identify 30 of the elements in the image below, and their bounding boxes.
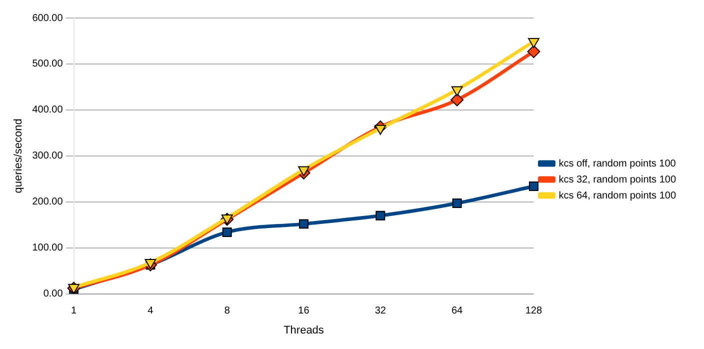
point — [528, 181, 538, 191]
x-axis-title: Threads — [284, 324, 324, 336]
point — [452, 198, 462, 208]
x-tick-label: 128 — [525, 306, 542, 317]
x-tick-label: 64 — [451, 306, 464, 317]
x-tick-label: 4 — [148, 306, 154, 317]
point — [450, 93, 464, 106]
point — [222, 227, 232, 237]
point — [528, 38, 540, 48]
point — [298, 166, 310, 176]
legend-label: kcs off, random points 100 — [558, 158, 676, 170]
legend-label: kcs 32, random points 100 — [558, 174, 676, 186]
point — [376, 210, 386, 220]
x-tick-label: 16 — [298, 306, 310, 317]
y-tick-label: 400.00 — [32, 104, 64, 116]
y-tick-label: 300.00 — [32, 150, 64, 162]
y-tick-label: 500.00 — [32, 58, 64, 70]
y-tick-label: 0.00 — [43, 288, 64, 300]
point — [299, 219, 308, 229]
legend-label: kcs 64, random points 100 — [558, 190, 676, 202]
x-tick-label: 32 — [374, 306, 386, 317]
y-tick-label: 100.00 — [32, 242, 64, 254]
y-axis-title: queries/second — [12, 118, 25, 194]
x-tick-label: 8 — [224, 306, 230, 317]
point — [451, 86, 463, 96]
x-tick-label: 1 — [71, 306, 78, 317]
y-tick-label: 200.00 — [32, 196, 64, 208]
y-tick-label: 600.00 — [32, 12, 64, 24]
point — [527, 45, 540, 58]
point — [374, 124, 386, 135]
